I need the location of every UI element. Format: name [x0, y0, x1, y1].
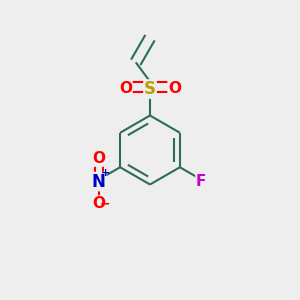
Text: O: O	[168, 81, 181, 96]
Text: O: O	[119, 81, 132, 96]
Text: F: F	[196, 173, 206, 188]
Text: +: +	[101, 168, 110, 178]
Text: N: N	[92, 172, 106, 190]
Text: S: S	[144, 80, 156, 98]
Text: −: −	[100, 198, 111, 211]
Text: O: O	[92, 196, 105, 211]
Text: O: O	[92, 151, 105, 166]
